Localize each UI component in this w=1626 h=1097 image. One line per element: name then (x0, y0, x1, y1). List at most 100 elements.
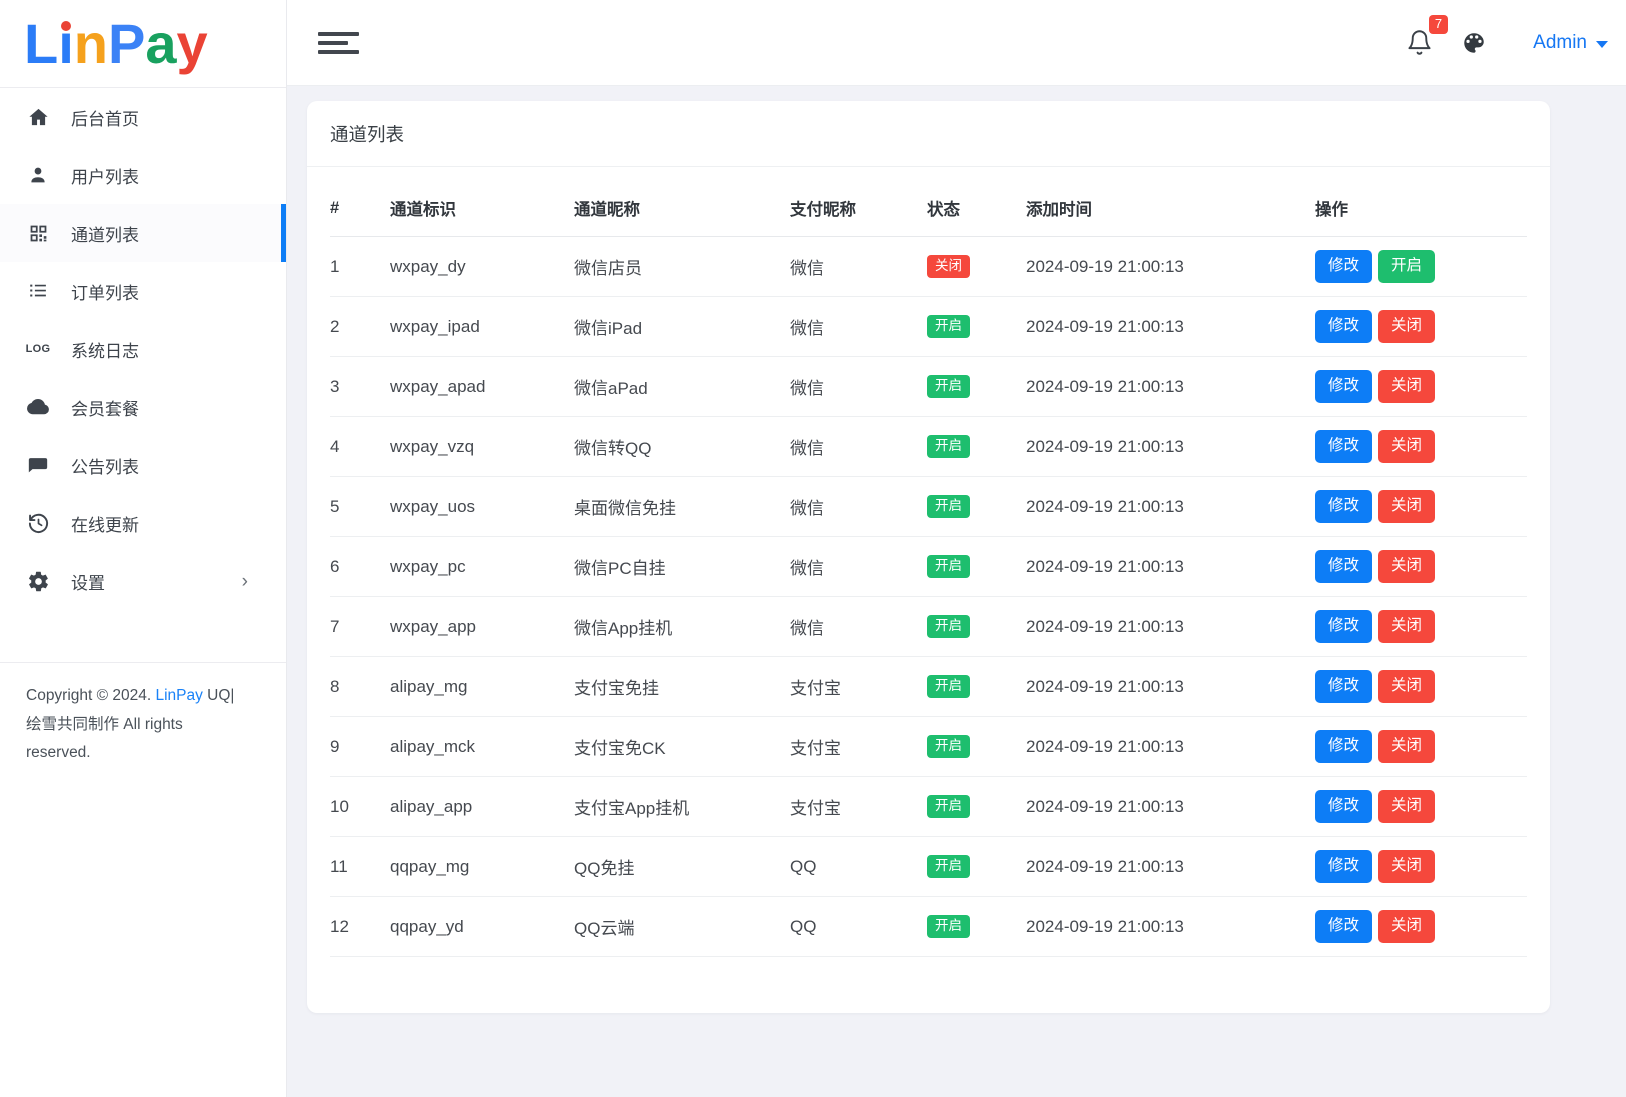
table-row: 6 wxpay_pc 微信PC自挂 微信 开启 2024-09-19 21:00:13 修改… (330, 536, 1527, 597)
channel-nickname: QQ免挂 (574, 836, 790, 897)
sidebar-item-online-update[interactable]: 在线更新 (0, 494, 286, 552)
menu-toggle-icon[interactable] (318, 23, 360, 63)
row-number: 3 (330, 356, 390, 417)
disable-button[interactable]: 关闭 (1378, 609, 1436, 644)
actions-cell: 修改 关闭 (1315, 296, 1527, 357)
table-row: 1 wxpay_dy 微信店员 微信 关闭 2024-09-19 21:00:13 修改 开启 (330, 236, 1527, 297)
actions-cell: 修改 关闭 (1315, 836, 1527, 897)
column-header-3: 支付昵称 (790, 167, 927, 237)
log-icon: LOG (25, 343, 51, 355)
pay-nickname: QQ (790, 836, 927, 897)
row-number: 4 (330, 416, 390, 477)
sidebar-item-home[interactable]: 后台首页 (0, 88, 286, 146)
sidebar-item-label: 公告列表 (71, 457, 139, 477)
row-number: 8 (330, 656, 390, 717)
copyright-prefix: Copyright © 2024. (26, 687, 156, 704)
edit-button[interactable]: 修改 (1315, 549, 1373, 584)
column-header-2: 通道昵称 (574, 167, 790, 237)
message-icon (25, 454, 51, 476)
notification-count-badge: 7 (1428, 14, 1449, 34)
sidebar-item-settings[interactable]: 设置 › (0, 552, 286, 610)
logo-letter: a (145, 11, 177, 75)
disable-button[interactable]: 关闭 (1378, 549, 1436, 584)
pay-nickname: 支付宝 (790, 716, 927, 777)
channel-nickname: 微信店员 (574, 236, 790, 297)
edit-button[interactable]: 修改 (1315, 789, 1373, 824)
edit-button[interactable]: 修改 (1315, 249, 1373, 284)
main-area: 7 Admin 通道列表 (287, 0, 1626, 1097)
row-number: 5 (330, 476, 390, 537)
row-number: 2 (330, 296, 390, 357)
table-row: 4 wxpay_vzq 微信转QQ 微信 开启 2024-09-19 21:00:13 修改… (330, 416, 1527, 477)
list-icon (25, 280, 51, 302)
channel-id: wxpay_ipad (390, 296, 574, 357)
row-number: 7 (330, 596, 390, 657)
channel-id: alipay_mck (390, 716, 574, 777)
logo-letter: y (176, 11, 208, 75)
actions-cell: 修改 关闭 (1315, 596, 1527, 657)
column-header-0: # (330, 167, 390, 237)
edit-button[interactable]: 修改 (1315, 609, 1373, 644)
edit-button[interactable]: 修改 (1315, 849, 1373, 884)
edit-button[interactable]: 修改 (1315, 429, 1373, 464)
disable-button[interactable]: 关闭 (1378, 729, 1436, 764)
edit-button[interactable]: 修改 (1315, 309, 1373, 344)
channel-id: wxpay_apad (390, 356, 574, 417)
admin-label: Admin (1533, 31, 1587, 53)
table-row: 5 wxpay_uos 桌面微信免挂 微信 开启 2024-09-19 21:00:13 修… (330, 476, 1527, 537)
cloud-icon (25, 395, 51, 419)
disable-button[interactable]: 关闭 (1378, 489, 1436, 524)
pay-nickname: QQ (790, 896, 927, 957)
content-area: 通道列表 # 通道标识 通道昵称 支付昵称 状态 添加时间 操作 1 wxpay_dy 微信店员… (287, 86, 1626, 1097)
disable-button[interactable]: 关闭 (1378, 789, 1436, 824)
status-cell: 开启 (927, 896, 1026, 957)
channel-id: wxpay_vzq (390, 416, 574, 477)
pay-nickname: 微信 (790, 416, 927, 477)
disable-button[interactable]: 关闭 (1378, 429, 1436, 464)
sidebar-item-member-plans[interactable]: 会员套餐 (0, 378, 286, 436)
status-cell: 开启 (927, 596, 1026, 657)
edit-button[interactable]: 修改 (1315, 489, 1373, 524)
edit-button[interactable]: 修改 (1315, 369, 1373, 404)
status-cell: 开启 (927, 416, 1026, 477)
theme-button[interactable] (1461, 25, 1487, 61)
disable-button[interactable]: 关闭 (1378, 909, 1436, 944)
disable-button[interactable]: 关闭 (1378, 369, 1436, 404)
added-time: 2024-09-19 21:00:13 (1026, 836, 1315, 897)
table-row: 10 alipay_app 支付宝App挂机 支付宝 开启 2024-09-19 21:0… (330, 776, 1527, 837)
notifications-button[interactable]: 7 (1406, 14, 1449, 61)
sidebar-item-channels[interactable]: 通道列表 (0, 204, 286, 262)
sidebar-item-users[interactable]: 用户列表 (0, 146, 286, 204)
table-row: 2 wxpay_ipad 微信iPad 微信 开启 2024-09-19 21:00:13… (330, 296, 1527, 357)
sidebar-item-announcements[interactable]: 公告列表 (0, 436, 286, 494)
edit-button[interactable]: 修改 (1315, 729, 1373, 764)
enable-button[interactable]: 开启 (1378, 249, 1436, 284)
added-time: 2024-09-19 21:00:13 (1026, 896, 1315, 957)
disable-button[interactable]: 关闭 (1378, 669, 1436, 704)
channel-nickname: 微信iPad (574, 296, 790, 357)
edit-button[interactable]: 修改 (1315, 669, 1373, 704)
sidebar-item-orders[interactable]: 订单列表 (0, 262, 286, 320)
admin-dropdown[interactable]: Admin (1533, 32, 1608, 54)
edit-button[interactable]: 修改 (1315, 909, 1373, 944)
sidebar-divider (0, 662, 286, 663)
disable-button[interactable]: 关闭 (1378, 849, 1436, 884)
actions-cell: 修改 关闭 (1315, 896, 1527, 957)
logo-letter: ı (58, 11, 74, 75)
channel-list-card: 通道列表 # 通道标识 通道昵称 支付昵称 状态 添加时间 操作 1 wxpay_dy 微信店员… (307, 101, 1550, 1013)
channel-nickname: 支付宝App挂机 (574, 776, 790, 837)
status-badge: 开启 (927, 434, 970, 459)
logo-letter: L (24, 11, 59, 75)
actions-cell: 修改 关闭 (1315, 416, 1527, 477)
table-row: 8 alipay_mg 支付宝免挂 支付宝 开启 2024-09-19 21:00:13 修… (330, 656, 1527, 717)
row-number: 9 (330, 716, 390, 777)
disable-button[interactable]: 关闭 (1378, 309, 1436, 344)
logo-i-dot (61, 20, 72, 31)
channel-id: wxpay_uos (390, 476, 574, 537)
row-number: 6 (330, 536, 390, 597)
pay-nickname: 微信 (790, 536, 927, 597)
sidebar-item-system-logs[interactable]: LOG 系统日志 (0, 320, 286, 378)
linpay-link[interactable]: LinPay (155, 687, 203, 704)
status-badge: 开启 (927, 854, 970, 879)
